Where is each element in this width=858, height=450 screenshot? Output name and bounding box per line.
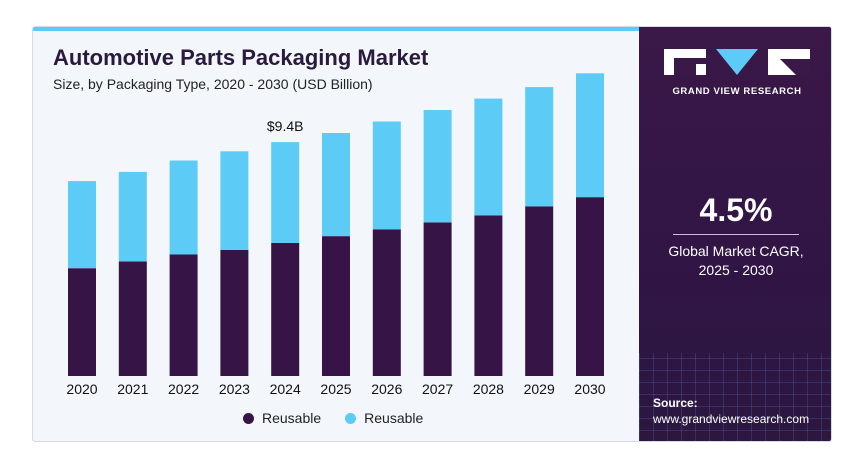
x-tick-2022: 2022: [168, 381, 199, 397]
source-note: Source: www.grandviewresearch.com: [653, 395, 809, 427]
bar-2028-series-1: [474, 98, 503, 216]
bar-2025-series-0: [322, 236, 350, 376]
bar-2026-series-1: [372, 121, 401, 230]
bar-2021-series-1: [118, 171, 147, 262]
cagr-divider: [673, 234, 799, 235]
bar-2024-series-1: [271, 142, 300, 243]
x-tick-2024: 2024: [270, 381, 301, 397]
x-tick-2027: 2027: [422, 381, 453, 397]
bar-2028-series-0: [474, 215, 503, 376]
bar-2023-series-1: [220, 151, 249, 250]
cagr-label-line2: 2025 - 2030: [698, 262, 774, 278]
cagr-label-line1: Global Market CAGR,: [668, 243, 804, 259]
bar-2022-series-0: [169, 254, 198, 376]
bar-2020-series-0: [68, 268, 96, 376]
bar-2029-series-1: [525, 87, 554, 207]
cagr-label: Global Market CAGR, 2025 - 2030: [639, 242, 831, 280]
bar-2026-series-0: [372, 229, 401, 376]
x-tick-2023: 2023: [219, 381, 250, 397]
legend-dot-light: [345, 412, 357, 424]
logo-mark-icon: [664, 49, 810, 75]
legend-label-dark: Reusable: [262, 410, 322, 426]
bar-2025-series-1: [322, 133, 350, 237]
legend-item-light: Reusable: [345, 410, 423, 426]
bar-chart: 2020 2021 2022 2023 2024 $9.4B 2025 2026 2027 202…: [66, 73, 606, 397]
x-tick-2028: 2028: [473, 381, 504, 397]
x-tick-2025: 2025: [320, 381, 351, 397]
x-tick-2026: 2026: [371, 381, 402, 397]
bar-2022-series-1: [169, 160, 198, 255]
accent-line: [33, 27, 639, 31]
x-tick-2021: 2021: [117, 381, 148, 397]
legend: Reusable Reusable: [243, 410, 423, 426]
x-tick-2020: 2020: [66, 381, 97, 397]
brand-name: GRAND VIEW RESEARCH: [672, 86, 802, 97]
bar-2021-series-0: [118, 261, 147, 376]
chart-title: Automotive Parts Packaging Market: [53, 45, 429, 70]
data-label-2024: $9.4B: [267, 118, 304, 134]
bar-2029-series-0: [525, 206, 554, 376]
bar-2020-series-1: [68, 181, 96, 269]
bar-2027-series-0: [423, 222, 452, 376]
brand-logo: GRAND VIEW RESEARCH: [664, 49, 810, 97]
chart-card: Automotive Parts Packaging Market Size, …: [32, 26, 832, 442]
source-label: Source:: [653, 396, 698, 410]
x-tick-2029: 2029: [524, 381, 555, 397]
legend-label-light: Reusable: [364, 410, 424, 426]
info-panel: GRAND VIEW RESEARCH 4.5% Global Market C…: [639, 27, 831, 441]
chart-subtitle: Size, by Packaging Type, 2020 - 2030 (US…: [53, 76, 373, 92]
bar-2030-series-1: [576, 73, 604, 198]
bar-2027-series-1: [423, 110, 452, 223]
legend-item-dark: Reusable: [243, 410, 321, 426]
bar-2023-series-0: [220, 249, 249, 376]
x-tick-2030: 2030: [574, 381, 605, 397]
cagr-value: 4.5%: [699, 192, 773, 228]
source-url: www.grandviewresearch.com: [653, 412, 810, 426]
bar-2024-series-0: [271, 243, 300, 376]
legend-dot-dark: [243, 412, 254, 424]
decorative-grid: [639, 353, 831, 441]
bar-2030-series-0: [576, 197, 604, 376]
